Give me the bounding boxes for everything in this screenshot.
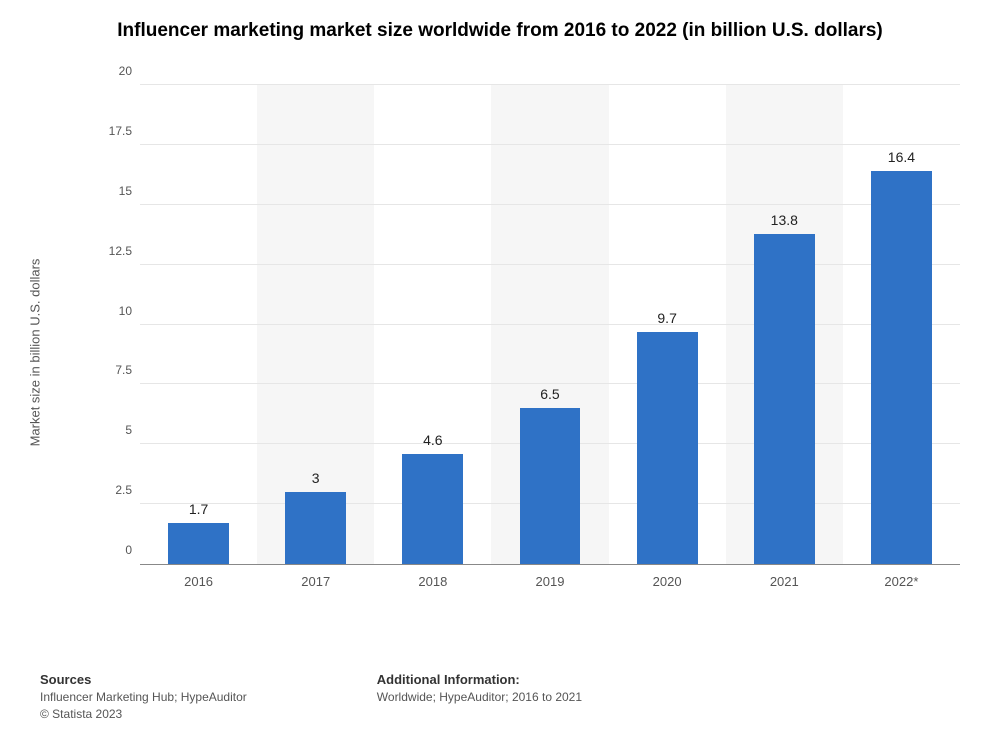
info-heading: Additional Information: [377, 672, 582, 687]
bar: 1.7 [168, 523, 229, 564]
bar-value-label: 4.6 [402, 432, 463, 454]
gridline [140, 144, 960, 145]
plot-region: 02.557.51012.51517.5201.72016320174.6201… [140, 85, 960, 565]
bar: 6.5 [520, 408, 581, 564]
bar-value-label: 9.7 [637, 310, 698, 332]
y-tick-label: 17.5 [109, 124, 140, 138]
y-tick-label: 15 [119, 184, 140, 198]
sources-block: Sources Influencer Marketing Hub; HypeAu… [40, 672, 247, 723]
x-tick-label: 2021 [726, 564, 843, 589]
x-tick-label: 2018 [374, 564, 491, 589]
bar-value-label: 1.7 [168, 501, 229, 523]
info-line: Worldwide; HypeAuditor; 2016 to 2021 [377, 689, 582, 706]
x-tick-label: 2022* [843, 564, 960, 589]
y-tick-label: 12.5 [109, 244, 140, 258]
y-tick-label: 20 [119, 64, 140, 78]
gridline [140, 324, 960, 325]
bar-value-label: 6.5 [520, 386, 581, 408]
y-tick-label: 0 [125, 543, 140, 557]
sources-line: Influencer Marketing Hub; HypeAuditor [40, 689, 247, 706]
gridline [140, 204, 960, 205]
y-axis-title: Market size in billion U.S. dollars [28, 259, 43, 447]
chart-footer: Sources Influencer Marketing Hub; HypeAu… [40, 672, 582, 723]
additional-info-block: Additional Information: Worldwide; HypeA… [377, 672, 582, 723]
gridline [140, 383, 960, 384]
x-tick-label: 2020 [609, 564, 726, 589]
bar: 9.7 [637, 332, 698, 564]
bar-value-label: 3 [285, 470, 346, 492]
chart-area: Market size in billion U.S. dollars 02.5… [90, 85, 960, 605]
bar: 13.8 [754, 234, 815, 565]
chart-title: Influencer marketing market size worldwi… [0, 0, 1000, 52]
sources-line: © Statista 2023 [40, 706, 247, 723]
x-tick-label: 2017 [257, 564, 374, 589]
gridline [140, 84, 960, 85]
x-tick-label: 2016 [140, 564, 257, 589]
y-tick-label: 10 [119, 304, 140, 318]
y-tick-label: 7.5 [115, 363, 140, 377]
bar-value-label: 13.8 [754, 212, 815, 234]
gridline [140, 264, 960, 265]
bar-value-label: 16.4 [871, 149, 932, 171]
bar: 4.6 [402, 454, 463, 564]
bar: 16.4 [871, 171, 932, 564]
bar: 3 [285, 492, 346, 564]
y-tick-label: 2.5 [115, 483, 140, 497]
x-tick-label: 2019 [491, 564, 608, 589]
sources-heading: Sources [40, 672, 247, 687]
y-tick-label: 5 [125, 423, 140, 437]
